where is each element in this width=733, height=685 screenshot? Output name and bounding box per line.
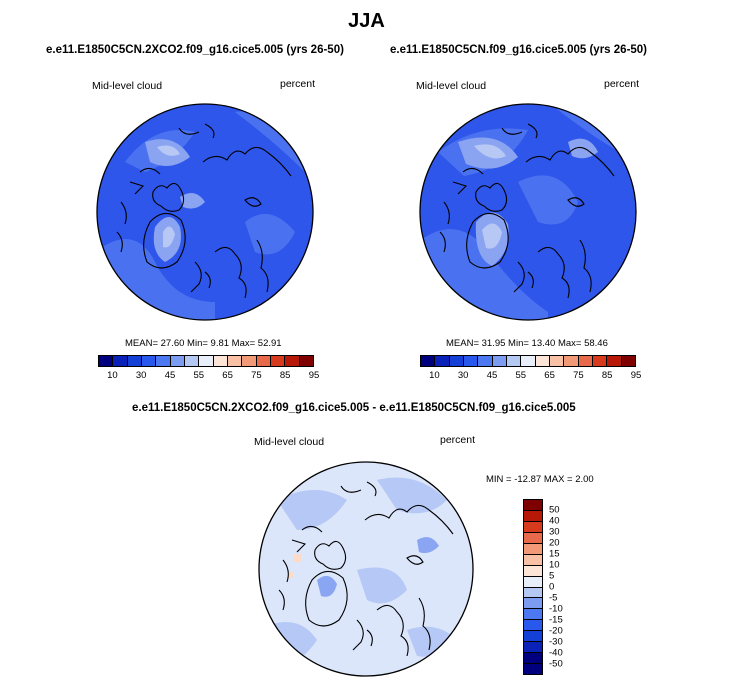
colorbar-swatch [535,356,550,366]
colorbar-swatch [524,565,542,577]
colorbar-tick-label: 20 [549,537,560,549]
colorbar-swatch [199,356,214,366]
colorbar-tick-label: 85 [279,370,291,381]
colorbar-swatch [524,521,542,533]
colorbar-swatch [521,356,536,366]
colorbar-swatch [524,532,542,544]
panel2-units-label: percent [604,78,640,90]
colorbar-tick-label: 30 [457,370,469,381]
colorbar-swatch [449,356,464,366]
colorbar-swatch [592,356,608,366]
colorbar-swatch [621,356,635,366]
colorbar-swatch [524,587,542,599]
colorbar-tick-label: 30 [549,526,560,538]
colorbar-swatch [478,356,493,366]
colorbar-swatch [524,620,542,632]
colorbar-tick-label: 10 [429,370,440,381]
colorbar-swatch [299,356,313,366]
colorbar-tick-label: 75 [573,370,584,381]
colorbar-tick-label: 65 [222,370,233,381]
diff-case-title: e.e11.E1850C5CN.2XCO2.f09_g16.cice5.005 … [132,402,576,414]
colorbar-swatch [506,356,522,366]
colorbar-tick-label: -50 [549,658,563,670]
colorbar-tick-label: 45 [486,370,498,381]
panel2-variable-label: Mid-level cloud [416,80,487,92]
colorbar-tick-label: 55 [193,370,205,381]
colorbar-swatch [141,356,157,366]
colorbar-swatch [524,510,542,522]
panel1-stats: MEAN= 27.60 Min= 9.81 Max= 52.91 [125,338,282,349]
colorbar-swatch [524,609,542,621]
colorbar-swatch [524,554,542,566]
colorbar-tick-label: -5 [549,592,558,604]
panel2-case-title: e.e11.E1850C5CN.f09_g16.cice5.005 (yrs 2… [390,44,648,56]
colorbar-swatch [524,653,542,665]
colorbar-tick-label: 75 [251,370,262,381]
colorbar-swatch [524,543,542,555]
colorbar-swatch [524,642,542,654]
diff-colorbar [523,499,543,675]
colorbar-tick-label: -10 [549,603,563,615]
colorbar-swatch [227,356,243,366]
colorbar-swatch [213,356,228,366]
colorbar-swatch [549,356,565,366]
colorbar-swatch [170,356,185,366]
panel2-polar-map [419,103,637,321]
colorbar-swatch [435,356,450,366]
colorbar-tick-label: -15 [549,614,563,626]
panel1-units-label: percent [280,78,316,90]
panel2-stats: MEAN= 31.95 Min= 13.40 Max= 58.46 [446,338,608,349]
colorbar-swatch [492,356,507,366]
colorbar-swatch [524,664,542,674]
colorbar-swatch [99,356,114,366]
colorbar-swatch [463,356,479,366]
colorbar-tick-label: 85 [601,370,613,381]
colorbar-swatch [113,356,128,366]
diff-stats: MIN = -12.87 MAX = 2.00 [486,474,594,485]
diff-variable-label: Mid-level cloud [254,436,325,448]
panel2-colorbar [420,355,636,367]
panel1-polar-map [96,103,314,321]
colorbar-swatch [270,356,286,366]
colorbar-swatch [524,576,542,588]
colorbar-tick-label: -20 [549,625,563,637]
colorbar-tick-label: 10 [549,559,560,571]
colorbar-swatch [242,356,257,366]
panel1-case-title: e.e11.E1850C5CN.2XCO2.f09_g16.cice5.005 … [46,44,344,56]
colorbar-tick-label: 95 [308,370,320,381]
colorbar-tick-label: 40 [549,515,560,527]
colorbar-swatch [524,631,542,643]
colorbar-swatch [524,500,542,511]
panel1-colorbar [98,355,314,367]
colorbar-tick-label: 50 [549,504,560,516]
colorbar-swatch [607,356,622,366]
colorbar-tick-label: 10 [107,370,118,381]
colorbar-tick-label: 30 [135,370,147,381]
colorbar-swatch [524,598,542,610]
figure-title: JJA [348,10,385,32]
colorbar-tick-label: -30 [549,636,563,648]
colorbar-swatch [421,356,436,366]
panel1-variable-label: Mid-level cloud [92,80,163,92]
colorbar-tick-label: 95 [630,370,642,381]
diff-polar-map [258,461,474,677]
colorbar-swatch [564,356,579,366]
diff-units-label: percent [440,434,476,446]
colorbar-tick-label: -40 [549,647,563,659]
colorbar-tick-label: 45 [164,370,176,381]
colorbar-tick-label: 0 [549,581,555,593]
colorbar-tick-label: 65 [544,370,555,381]
colorbar-swatch [578,356,593,366]
colorbar-swatch [256,356,271,366]
colorbar-swatch [156,356,171,366]
colorbar-swatch [127,356,142,366]
colorbar-swatch [285,356,300,366]
colorbar-tick-label: 15 [549,548,560,560]
colorbar-tick-label: 5 [549,570,555,582]
colorbar-swatch [184,356,200,366]
colorbar-tick-label: 55 [515,370,527,381]
